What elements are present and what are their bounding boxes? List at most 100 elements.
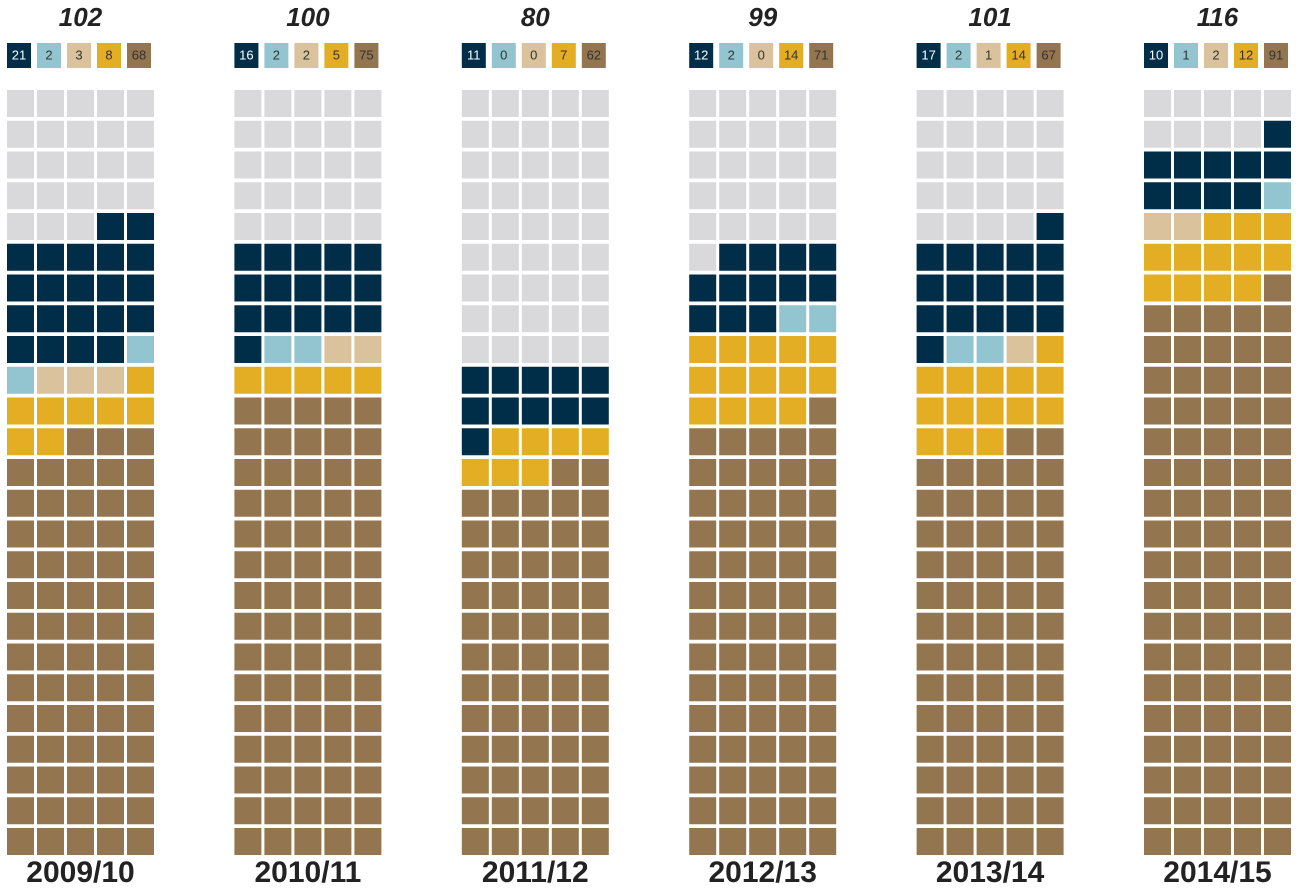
waffle-cell bbox=[581, 612, 609, 640]
waffle-cell bbox=[234, 305, 262, 333]
waffle-cell bbox=[976, 582, 1004, 609]
waffle-cell bbox=[1144, 274, 1171, 302]
waffle-cell bbox=[809, 305, 837, 333]
empty-cell bbox=[234, 213, 262, 240]
waffle-cell bbox=[7, 336, 34, 363]
empty-cell bbox=[689, 243, 717, 271]
waffle-cell bbox=[97, 428, 124, 456]
waffle-cell bbox=[1234, 366, 1261, 394]
empty-cell bbox=[37, 120, 64, 148]
waffle-cell bbox=[1264, 797, 1291, 825]
empty-cell bbox=[491, 182, 519, 210]
panel-total: 101 bbox=[968, 2, 1011, 32]
count-label: 12 bbox=[1239, 47, 1253, 62]
empty-cell bbox=[37, 90, 64, 117]
empty-cell bbox=[461, 336, 489, 363]
waffle-cell bbox=[581, 366, 609, 394]
waffle-cell bbox=[551, 397, 579, 425]
waffle-cell bbox=[1174, 705, 1201, 732]
waffle-cell bbox=[809, 828, 837, 855]
waffle-cell bbox=[749, 828, 777, 855]
waffle-cell bbox=[234, 674, 262, 702]
waffle-cell bbox=[521, 397, 549, 425]
waffle-cell bbox=[581, 643, 609, 671]
waffle-cell bbox=[551, 797, 579, 825]
waffle-cell bbox=[719, 766, 747, 794]
waffle-cell bbox=[779, 828, 807, 855]
waffle-cell bbox=[946, 428, 974, 456]
waffle-cell bbox=[127, 828, 154, 855]
count-box bbox=[1174, 43, 1198, 68]
waffle-cell bbox=[719, 735, 747, 763]
waffle-cell bbox=[1204, 243, 1231, 271]
waffle-cell bbox=[1234, 489, 1261, 517]
waffle-cell bbox=[67, 674, 94, 702]
empty-cell bbox=[461, 274, 489, 302]
waffle-cell bbox=[551, 674, 579, 702]
waffle-cell bbox=[1144, 489, 1171, 517]
waffle-cell bbox=[234, 612, 262, 640]
waffle-cell bbox=[521, 643, 549, 671]
waffle-cell bbox=[37, 612, 64, 640]
waffle-cell bbox=[1144, 459, 1171, 486]
waffle-cell bbox=[234, 766, 262, 794]
waffle-cell bbox=[1264, 705, 1291, 732]
waffle-cell bbox=[1174, 520, 1201, 548]
empty-cell bbox=[1036, 182, 1064, 210]
empty-cell bbox=[521, 274, 549, 302]
count-box bbox=[551, 43, 576, 68]
waffle-cell bbox=[809, 705, 837, 732]
waffle-cell bbox=[97, 274, 124, 302]
waffle-cell bbox=[946, 397, 974, 425]
waffle-cell bbox=[294, 459, 322, 486]
empty-cell bbox=[354, 213, 382, 240]
empty-cell bbox=[491, 305, 519, 333]
waffle-cell bbox=[1006, 274, 1034, 302]
waffle-cell bbox=[779, 551, 807, 579]
waffle-cell bbox=[461, 766, 489, 794]
waffle-cell bbox=[324, 643, 352, 671]
waffle-cell bbox=[1174, 766, 1201, 794]
waffle-cell bbox=[294, 797, 322, 825]
waffle-cell bbox=[1006, 459, 1034, 486]
empty-cell bbox=[946, 213, 974, 240]
waffle-cell bbox=[779, 643, 807, 671]
waffle-cell bbox=[689, 582, 717, 609]
waffle-cell bbox=[1036, 582, 1064, 609]
waffle-cell bbox=[97, 797, 124, 825]
waffle-cell bbox=[324, 274, 352, 302]
waffle-cell bbox=[976, 612, 1004, 640]
waffle-cell bbox=[1144, 551, 1171, 579]
waffle-cell bbox=[234, 459, 262, 486]
waffle-cell bbox=[689, 674, 717, 702]
waffle-cell bbox=[976, 397, 1004, 425]
empty-cell bbox=[7, 151, 34, 179]
waffle-cell bbox=[1006, 551, 1034, 579]
waffle-cell bbox=[1036, 643, 1064, 671]
empty-cell bbox=[521, 90, 549, 117]
empty-cell bbox=[976, 151, 1004, 179]
empty-cell bbox=[491, 151, 519, 179]
waffle-cell bbox=[749, 551, 777, 579]
waffle-cell bbox=[1204, 366, 1231, 394]
waffle-cell bbox=[294, 828, 322, 855]
empty-cell bbox=[916, 213, 944, 240]
waffle-cell bbox=[461, 612, 489, 640]
waffle-cell bbox=[294, 520, 322, 548]
waffle-cell bbox=[551, 582, 579, 609]
waffle-cell bbox=[1264, 274, 1291, 302]
waffle-cell bbox=[1006, 428, 1034, 456]
waffle-cell bbox=[491, 520, 519, 548]
waffle-cell bbox=[809, 274, 837, 302]
waffle-cell bbox=[1144, 182, 1171, 210]
empty-cell bbox=[916, 120, 944, 148]
waffle-cell bbox=[264, 336, 292, 363]
waffle-cell bbox=[521, 797, 549, 825]
waffle-cell bbox=[264, 397, 292, 425]
waffle-cell bbox=[749, 489, 777, 517]
waffle-cell bbox=[7, 582, 34, 609]
waffle-cell bbox=[294, 582, 322, 609]
waffle-cell bbox=[809, 643, 837, 671]
count-box bbox=[1234, 43, 1258, 68]
waffle-cell bbox=[7, 366, 34, 394]
